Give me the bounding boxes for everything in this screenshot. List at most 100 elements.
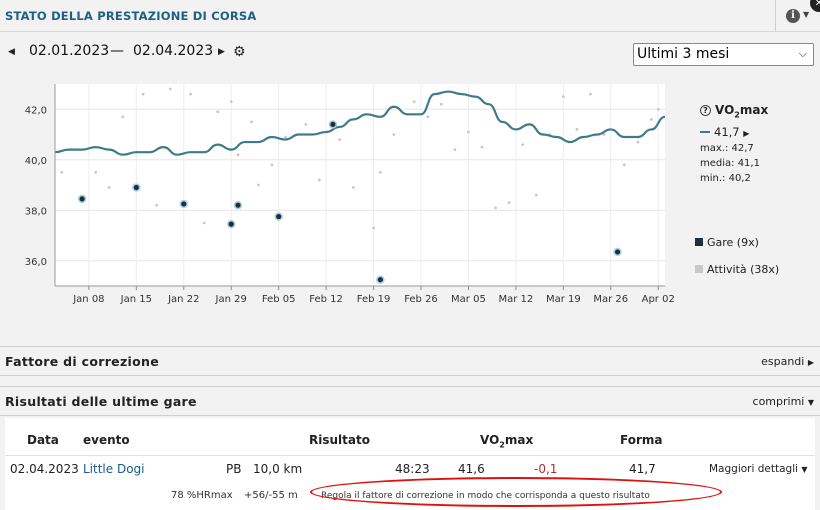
activity-point	[439, 102, 443, 106]
legend-races[interactable]: Gare (9x)	[695, 236, 759, 249]
legend-min: min.: 40,2	[700, 173, 751, 185]
activity-point	[412, 100, 416, 104]
activity-point	[202, 221, 206, 225]
activity-point	[622, 163, 626, 167]
activity-point	[270, 163, 274, 167]
info-icon[interactable]: i	[786, 9, 800, 23]
table-divider	[5, 455, 815, 456]
caret-down-icon: ▼	[807, 398, 814, 407]
activity-point	[236, 153, 240, 157]
more-details-link[interactable]: Maggiori dettagli ▼	[709, 463, 808, 475]
activity-point	[141, 92, 145, 96]
activity-point	[229, 100, 233, 104]
line-swatch-icon	[700, 131, 710, 134]
activity-point	[480, 145, 484, 149]
race-point	[233, 200, 243, 210]
x-tick-label: Feb 26	[404, 294, 438, 305]
expand-link[interactable]: espandi ▶	[761, 355, 814, 368]
race-vo2max-delta: -0,1	[534, 462, 558, 476]
end-date[interactable]: 02.04.2023	[133, 43, 214, 59]
race-vo2max: 41,6	[458, 462, 485, 476]
chevron-down-icon: ⌵	[798, 47, 807, 60]
activity-point	[561, 95, 565, 99]
col-header-event: evento	[83, 433, 130, 447]
activity-point	[636, 140, 640, 144]
activity-point	[650, 117, 653, 121]
header-divider	[775, 0, 776, 32]
activity-point	[168, 87, 172, 91]
x-tick-label: Jan 29	[215, 294, 247, 305]
activity-point	[94, 170, 98, 174]
activity-point	[250, 120, 253, 124]
race-hrmax: 78 %HRmax	[171, 490, 233, 501]
col-header-date: Data	[27, 433, 59, 447]
latest-races-section[interactable]: Risultati delle ultime gare comprimi ▼	[0, 386, 820, 416]
activity-point	[351, 186, 355, 189]
collapse-link[interactable]: comprimi ▼	[752, 395, 814, 408]
caret-right-icon: ▶	[807, 358, 814, 367]
race-point	[376, 275, 385, 284]
race-point	[227, 219, 236, 229]
activity-point	[304, 123, 308, 126]
activity-point	[60, 170, 64, 174]
chevron-down-icon[interactable]: ▼	[803, 10, 810, 19]
activity-point	[121, 115, 125, 119]
period-select-value: Ultimi 3 mesi	[637, 46, 730, 62]
close-icon[interactable]: ✕	[810, 0, 820, 12]
x-tick-label: Feb 19	[357, 294, 391, 305]
race-point	[328, 120, 338, 129]
legend-max: max.: 42,7	[700, 143, 754, 155]
col-header-vo2max: VO2max	[480, 433, 534, 450]
race-point	[613, 247, 622, 257]
race-point	[132, 183, 141, 192]
activity-point	[656, 107, 660, 111]
gear-icon[interactable]: ⚙	[233, 44, 246, 60]
x-tick-label: Mar 05	[451, 294, 486, 305]
activity-point	[338, 138, 342, 141]
activity-point	[317, 178, 321, 182]
chart-canvas: 42,0 40,0 38,0 36,0 Jan 08 Jan 15 Jan 22 Jan 29…	[25, 84, 675, 305]
help-icon[interactable]: ?	[700, 105, 711, 116]
x-tick-label: Feb 05	[262, 294, 296, 305]
activity-point	[494, 206, 497, 210]
previous-period-arrow-icon[interactable]: ◀	[8, 47, 15, 57]
start-date[interactable]: 02.01.2023	[29, 43, 110, 59]
latest-races-title: Risultati delle ultime gare	[5, 394, 197, 409]
activity-point	[189, 92, 192, 96]
legend-title: ? VO2max	[700, 103, 810, 119]
activity-point	[467, 130, 470, 134]
legend-activities[interactable]: Attività (38x)	[695, 263, 779, 276]
race-elevation: +56/-55 m	[244, 490, 298, 501]
caret-down-icon: ▼	[801, 465, 808, 474]
activity-point	[575, 128, 579, 131]
chart-legend: ? VO2max 41,7 ▶ max.: 42,7 media: 41,1 mi…	[700, 103, 810, 184]
race-event-link[interactable]: Little Dogi	[83, 462, 145, 476]
activity-point	[378, 170, 382, 174]
race-form: 41,7	[629, 462, 656, 476]
activity-point	[426, 115, 430, 119]
x-tick-label: Mar 19	[546, 294, 581, 305]
legend-mean: media: 41,1	[700, 158, 760, 170]
activity-point	[521, 143, 525, 146]
plot-background	[55, 84, 665, 286]
activity-point	[284, 135, 287, 139]
x-tick-label: Mar 12	[498, 294, 533, 305]
next-period-arrow-icon[interactable]: ▶	[218, 47, 225, 57]
races-swatch-icon	[695, 238, 703, 246]
vo2max-chart: 42,0 40,0 38,0 36,0 Jan 08 Jan 15 Jan 22 Jan 29…	[0, 78, 820, 346]
activity-point	[256, 183, 260, 187]
activities-swatch-icon	[695, 265, 703, 273]
activity-point	[155, 203, 159, 207]
activity-point	[602, 133, 606, 136]
race-date: 02.04.2023	[10, 462, 79, 476]
y-tick-label: 40,0	[25, 156, 47, 167]
y-tick-label: 38,0	[25, 206, 47, 217]
date-range-bar: ◀ 02.01.2023 — 02.04.2023 ▶ ⚙	[0, 36, 820, 68]
activity-point	[534, 193, 538, 197]
period-select[interactable]: Ultimi 3 mesi ⌵	[633, 43, 814, 66]
race-point	[274, 212, 283, 221]
pb-badge: PB	[226, 462, 242, 476]
legend-current-value: 41,7 ▶	[700, 125, 810, 139]
correction-factor-section[interactable]: Fattore di correzione espandi ▶	[0, 346, 820, 376]
panel-header: STATO DELLA PRESTAZIONE DI CORSA i ▼ ✕	[0, 0, 820, 32]
